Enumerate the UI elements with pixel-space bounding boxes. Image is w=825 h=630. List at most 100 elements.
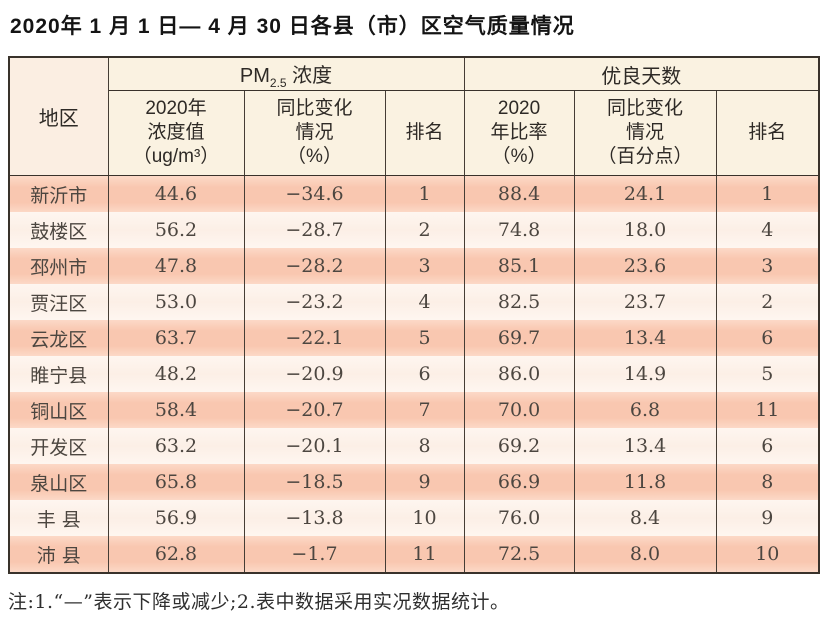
region-cell: 泉山区 bbox=[8, 464, 109, 500]
sub-header-row: 2020年 浓度值 （ug/m³） 同比变化 情况 （%） 排名 2020 年比率 （… bbox=[9, 90, 820, 176]
value-cell: 6 bbox=[384, 356, 465, 392]
table-row: 鼓楼区 56.2 −28.7 2 74.8 18.0 4 bbox=[8, 212, 820, 248]
value-cell: 56.9 bbox=[107, 500, 245, 536]
value-cell: 4 bbox=[715, 212, 820, 248]
value-cell: 13.4 bbox=[573, 428, 717, 464]
region-cell: 贾汪区 bbox=[8, 284, 109, 320]
column-header-6: 排名 bbox=[715, 90, 820, 176]
value-cell: 7 bbox=[384, 392, 465, 428]
table-row: 铜山区 58.4 −20.7 7 70.0 6.8 11 bbox=[8, 392, 820, 428]
value-cell: 23.7 bbox=[573, 284, 717, 320]
value-cell: 11.8 bbox=[573, 464, 717, 500]
region-cell: 铜山区 bbox=[8, 392, 109, 428]
value-cell: 48.2 bbox=[107, 356, 245, 392]
column-header-5: 同比变化 情况 （百分点） bbox=[573, 90, 717, 176]
table-header: 地区 PM2.5 浓度 优良天数 2020年 浓度值 （ug/m³） 同比变化 情… bbox=[8, 57, 820, 176]
value-cell: 9 bbox=[715, 500, 820, 536]
value-cell: −22.1 bbox=[243, 320, 386, 356]
column-group-good-days: 优良天数 bbox=[463, 57, 820, 91]
value-cell: −18.5 bbox=[243, 464, 386, 500]
column-header-2: 同比变化 情况 （%） bbox=[243, 90, 386, 176]
region-cell: 沛 县 bbox=[8, 536, 109, 573]
table-row: 泉山区 65.8 −18.5 9 66.9 11.8 8 bbox=[8, 464, 820, 500]
value-cell: 86.0 bbox=[463, 356, 575, 392]
value-cell: 2 bbox=[384, 212, 465, 248]
value-cell: 10 bbox=[715, 536, 820, 573]
value-cell: 44.6 bbox=[107, 175, 245, 212]
value-cell: −23.2 bbox=[243, 284, 386, 320]
region-cell: 开发区 bbox=[8, 428, 109, 464]
page-title: 2020年 1 月 1 日— 4 月 30 日各县（市）区空气质量情况 bbox=[10, 15, 575, 38]
value-cell: 3 bbox=[715, 248, 820, 284]
footnote: 注:1.“—”表示下降或减少;2.表中数据采用实况数据统计。 bbox=[8, 591, 510, 613]
value-cell: 63.2 bbox=[107, 428, 245, 464]
value-cell: 3 bbox=[384, 248, 465, 284]
value-cell: 5 bbox=[384, 320, 465, 356]
page: 2020年 1 月 1 日— 4 月 30 日各县（市）区空气质量情况 地区 P… bbox=[0, 10, 825, 630]
value-cell: 82.5 bbox=[463, 284, 575, 320]
value-cell: 18.0 bbox=[573, 212, 717, 248]
column-header-4: 2020 年比率 （%） bbox=[463, 90, 575, 176]
table-row: 开发区 63.2 −20.1 8 69.2 13.4 6 bbox=[8, 428, 820, 464]
region-cell: 云龙区 bbox=[8, 320, 109, 356]
value-cell: 72.5 bbox=[463, 536, 575, 573]
value-cell: 6.8 bbox=[573, 392, 717, 428]
group-header-row: 地区 PM2.5 浓度 优良天数 bbox=[8, 57, 820, 176]
value-cell: −13.8 bbox=[243, 500, 386, 536]
table-row: 邳州市 47.8 −28.2 3 85.1 23.6 3 bbox=[8, 248, 820, 284]
value-cell: 69.2 bbox=[463, 428, 575, 464]
value-cell: −20.9 bbox=[243, 356, 386, 392]
value-cell: 24.1 bbox=[573, 175, 717, 212]
region-cell: 丰 县 bbox=[8, 500, 109, 536]
value-cell: 8.4 bbox=[573, 500, 717, 536]
column-group-pm25: PM2.5 浓度 bbox=[107, 57, 465, 91]
value-cell: −1.7 bbox=[243, 536, 386, 573]
value-cell: −28.2 bbox=[243, 248, 386, 284]
value-cell: 10 bbox=[384, 500, 465, 536]
region-cell: 新沂市 bbox=[8, 175, 109, 212]
value-cell: 1 bbox=[384, 175, 465, 212]
table-row: 云龙区 63.7 −22.1 5 69.7 13.4 6 bbox=[8, 320, 820, 356]
pm25-label: PM2.5 浓度 bbox=[239, 64, 333, 90]
value-cell: 70.0 bbox=[463, 392, 575, 428]
table-row: 沛 县 62.8 −1.7 11 72.5 8.0 10 bbox=[8, 536, 820, 573]
value-cell: 8.0 bbox=[573, 536, 717, 573]
value-cell: 2 bbox=[715, 284, 820, 320]
value-cell: −20.7 bbox=[243, 392, 386, 428]
value-cell: 56.2 bbox=[107, 212, 245, 248]
column-header-region: 地区 bbox=[8, 57, 109, 176]
value-cell: 8 bbox=[384, 428, 465, 464]
region-cell: 鼓楼区 bbox=[8, 212, 109, 248]
table-row: 贾汪区 53.0 −23.2 4 82.5 23.7 2 bbox=[8, 284, 820, 320]
column-header-3: 排名 bbox=[384, 90, 465, 176]
table-body: 新沂市 44.6 −34.6 1 88.4 24.1 1 鼓楼区 56.2 −28.7 2 74.8 1… bbox=[8, 175, 820, 573]
region-cell: 睢宁县 bbox=[8, 356, 109, 392]
value-cell: 13.4 bbox=[573, 320, 717, 356]
value-cell: 14.9 bbox=[573, 356, 717, 392]
value-cell: 74.8 bbox=[463, 212, 575, 248]
value-cell: 5 bbox=[715, 356, 820, 392]
value-cell: 47.8 bbox=[107, 248, 245, 284]
value-cell: 58.4 bbox=[107, 392, 245, 428]
value-cell: 9 bbox=[384, 464, 465, 500]
table-row: 丰 县 56.9 −13.8 10 76.0 8.4 9 bbox=[8, 500, 820, 536]
value-cell: 6 bbox=[715, 320, 820, 356]
value-cell: 63.7 bbox=[107, 320, 245, 356]
value-cell: 8 bbox=[715, 464, 820, 500]
table-row: 新沂市 44.6 −34.6 1 88.4 24.1 1 bbox=[8, 175, 820, 212]
value-cell: 76.0 bbox=[463, 500, 575, 536]
value-cell: 53.0 bbox=[107, 284, 245, 320]
value-cell: 11 bbox=[384, 536, 465, 573]
air-quality-table: 地区 PM2.5 浓度 优良天数 2020年 浓度值 （ug/m³） 同比变化 情… bbox=[8, 56, 821, 574]
value-cell: 6 bbox=[715, 428, 820, 464]
value-cell: 85.1 bbox=[463, 248, 575, 284]
value-cell: 23.6 bbox=[573, 248, 717, 284]
value-cell: 62.8 bbox=[107, 536, 245, 573]
value-cell: 11 bbox=[715, 392, 820, 428]
value-cell: 1 bbox=[715, 175, 820, 212]
value-cell: 65.8 bbox=[107, 464, 245, 500]
value-cell: 69.7 bbox=[463, 320, 575, 356]
value-cell: 88.4 bbox=[463, 175, 575, 212]
value-cell: −20.1 bbox=[243, 428, 386, 464]
value-cell: −34.6 bbox=[243, 175, 386, 212]
